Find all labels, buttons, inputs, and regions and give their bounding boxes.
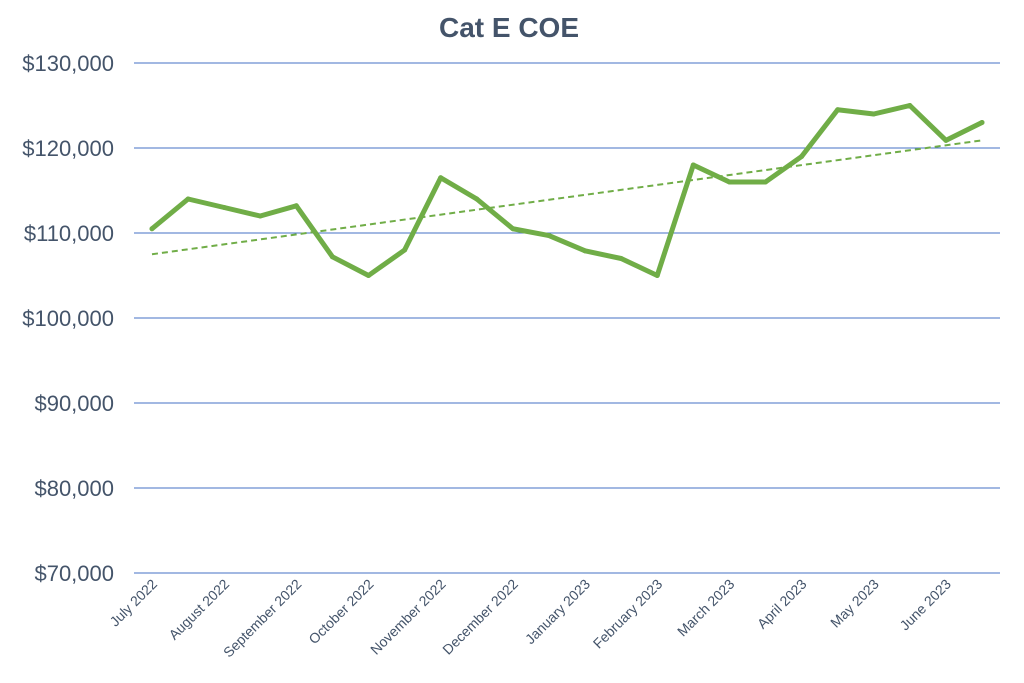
data-point [546,233,552,239]
data-point [690,162,696,168]
data-point [726,179,732,185]
data-point [474,196,480,202]
y-tick-label: $130,000 [22,51,114,76]
y-axis-tick-labels: $70,000 $80,000 $90,000 $100,000 $110,000 $12… [22,51,114,586]
series-group [149,103,985,278]
data-point [329,254,335,260]
data-point [979,120,985,125]
x-tick-label: August 2022 [165,576,232,643]
gridlines [134,62,1000,574]
x-tick-label: May 2023 [827,576,882,631]
x-tick-label: February 2023 [590,576,666,652]
x-tick-label: April 2023 [754,576,810,632]
data-point [799,154,805,159]
data-point [221,205,227,210]
y-tick-label: $80,000 [34,476,114,501]
x-tick-label: December 2022 [439,576,521,658]
data-point [871,111,877,117]
y-tick-label: $90,000 [34,391,114,416]
x-tick-label: June 2023 [896,576,954,634]
x-tick-label: March 2023 [674,576,738,640]
x-tick-label: January 2023 [522,576,593,647]
y-tick-label: $70,000 [34,561,114,586]
y-tick-label: $100,000 [22,306,114,331]
data-point [402,247,408,253]
data-point [762,179,768,185]
data-point [149,226,155,232]
series-line [149,103,985,278]
x-tick-label: October 2022 [305,576,376,647]
data-point [654,273,660,278]
y-tick-label: $120,000 [22,136,114,161]
data-point [257,213,263,219]
data-point [510,226,516,232]
data-point [835,107,841,113]
data-point [293,203,299,209]
data-point [618,256,624,261]
x-tick-label: November 2022 [367,576,449,658]
x-tick-label: September 2022 [220,576,305,661]
chart-title: Cat E COE [439,12,579,43]
y-tick-label: $110,000 [24,221,114,246]
x-tick-label: July 2022 [106,576,160,630]
data-point [943,137,949,143]
data-point [366,273,372,278]
trendline [151,139,983,256]
data-point [438,175,444,181]
data-point [582,248,588,254]
data-point [907,103,913,108]
data-point [185,196,191,202]
